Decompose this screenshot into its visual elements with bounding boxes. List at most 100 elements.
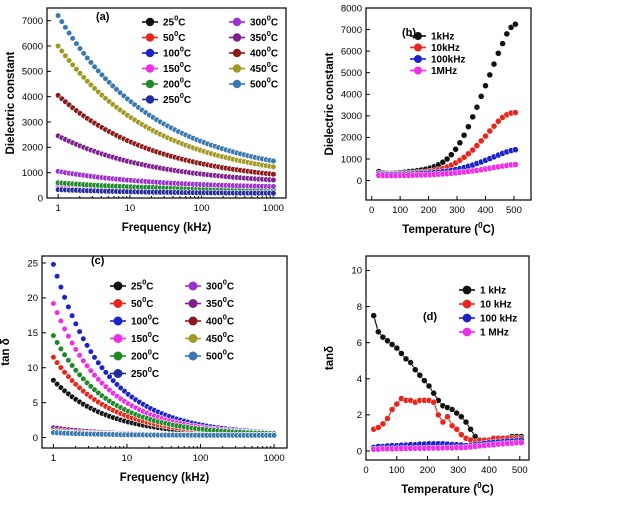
legend-degree-sup: 0 (180, 45, 184, 54)
legend-marker (232, 48, 242, 58)
legend-unit: C (178, 33, 185, 44)
data-point (435, 411, 442, 419)
data-point (69, 35, 76, 42)
y-tick-label: 0 (33, 433, 38, 444)
legend-item: 3500C (229, 29, 278, 44)
data-point (518, 439, 525, 446)
series-250C (54, 186, 277, 197)
data-point (448, 406, 456, 413)
legend-label-value: 10kHz (431, 43, 460, 54)
data-point (73, 66, 80, 73)
legend-degree-sup: 0 (148, 313, 152, 322)
data-point (458, 413, 465, 420)
data-point (61, 369, 68, 376)
data-series-group (54, 12, 277, 197)
legend-label: 250C (131, 278, 154, 293)
data-point (482, 132, 489, 140)
series-10-kHz (370, 395, 525, 446)
data-point (76, 328, 83, 335)
legend-marker (113, 334, 123, 343)
y-axis-label: Dielectric constant (5, 51, 17, 154)
data-point (379, 420, 387, 428)
series-200C (50, 332, 278, 437)
series-1-MHz (370, 439, 525, 453)
legend-item: 250C (110, 278, 154, 293)
legend-label: 1 MHz (480, 328, 509, 339)
y-tick-label: 3000 (341, 111, 362, 122)
legend-label: 2500C (163, 91, 191, 106)
x-axis-label: Frequency (kHz) (120, 472, 210, 484)
legend-label-value: 100 kHz (480, 314, 517, 325)
legend-marker (232, 17, 242, 27)
x-axis-label-text: Temperature ( (401, 484, 477, 496)
legend-unit: C (271, 80, 278, 91)
data-point (416, 371, 424, 379)
legend-item: 2000C (142, 76, 191, 91)
data-point (50, 377, 57, 384)
legend-item: 10kHz (410, 43, 460, 54)
x-tick-label: 300 (449, 205, 465, 216)
legend-item: 1MHz (410, 66, 457, 77)
y-tick-label: 4 (357, 374, 362, 385)
legend-unit: C (184, 95, 191, 106)
data-point (50, 332, 57, 339)
legend-marker (188, 334, 198, 343)
data-point (421, 377, 428, 384)
y-tick-label: 10 (351, 266, 362, 277)
data-point (95, 359, 102, 366)
x-axis-label-text: Frequency (kHz) (122, 222, 212, 234)
legend-marker (232, 64, 242, 73)
y-tick-label: 1000 (341, 154, 362, 165)
data-point (452, 146, 459, 153)
data-point (95, 376, 102, 383)
data-point (87, 59, 94, 66)
legend-marker (113, 281, 123, 291)
data-point (84, 54, 91, 62)
legend-item: 4500C (185, 330, 234, 345)
legend-label-value: 300 (206, 282, 223, 293)
legend-unit: C (184, 49, 191, 60)
data-point (495, 50, 502, 57)
y-tick-label: 6000 (341, 46, 362, 57)
data-point (512, 109, 519, 116)
legend-label: 1000C (131, 313, 159, 328)
legend: 1 kHz 10 kHz 100 kHz 1 MHz (459, 286, 517, 339)
legend-marker (232, 79, 242, 89)
data-point (411, 366, 419, 373)
legend-marker (145, 95, 155, 104)
legend-marker (462, 299, 472, 309)
data-point (490, 122, 498, 130)
data-point (477, 137, 485, 145)
data-point (61, 325, 68, 333)
legend-label-value: 1 kHz (480, 286, 506, 297)
data-point (499, 40, 506, 47)
series-450C (54, 42, 277, 170)
data-point (50, 261, 57, 268)
data-point (270, 163, 277, 170)
data-point (398, 350, 405, 357)
legend-unit: C (271, 64, 278, 75)
series-350C (54, 132, 277, 184)
legend-label: 3500C (206, 295, 234, 310)
y-tick-label: 4000 (22, 92, 43, 103)
data-point (384, 415, 391, 422)
legend-label-value: 1 MHz (480, 328, 509, 339)
x-tick-label: 1 (55, 203, 60, 214)
legend-label: 500C (163, 29, 186, 44)
data-series-group (375, 20, 519, 179)
legend-marker (462, 313, 472, 323)
y-tick-label: 0 (38, 193, 43, 204)
data-point (57, 317, 65, 325)
data-point (50, 300, 57, 307)
data-point (393, 400, 401, 408)
y-tick-label: 8000 (341, 3, 362, 14)
legend-marker (145, 17, 155, 27)
data-point (473, 103, 481, 111)
series-1-kHz (370, 312, 525, 444)
data-point (486, 71, 494, 79)
x-tick-label: 200 (420, 465, 436, 476)
legend-item: 3500C (185, 295, 234, 310)
